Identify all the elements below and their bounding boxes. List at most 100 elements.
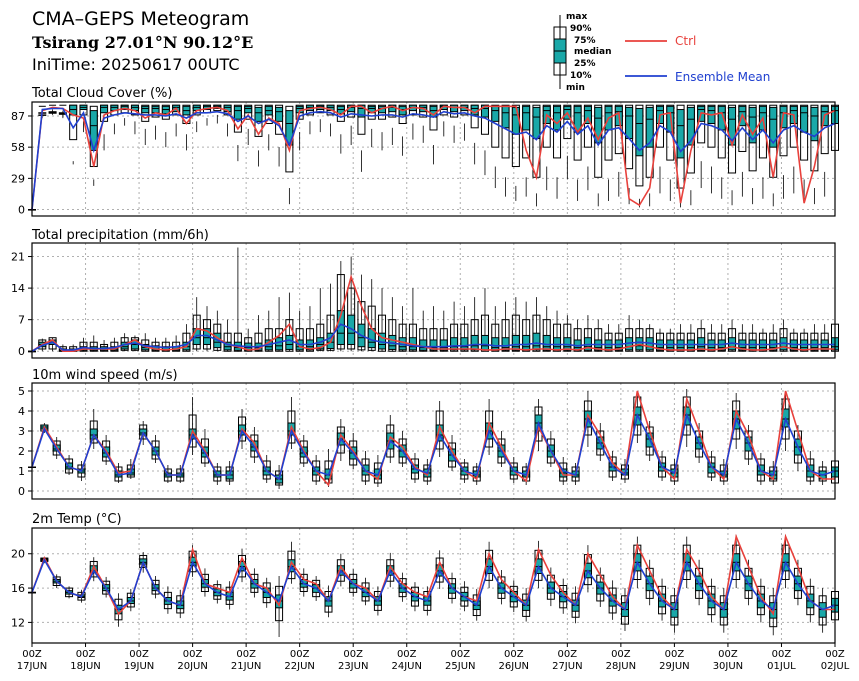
ensemble-box: [818, 588, 827, 633]
box-inner: [480, 104, 489, 118]
ensemble-box: [388, 104, 397, 146]
box-outer: [501, 319, 510, 352]
ensemble-box: [511, 297, 520, 352]
ensemble-box: [645, 104, 654, 207]
box-inner: [254, 106, 263, 122]
box-inner: [275, 106, 284, 122]
x-tick-date-label: 21JUN: [231, 661, 261, 672]
ensemble-box: [728, 104, 737, 206]
ctrl-line: [31, 274, 835, 353]
x-tick-date-label: 25JUN: [445, 661, 475, 672]
panel-1: 0 7 14 21: [11, 242, 839, 359]
ctrl-line: [31, 105, 836, 210]
ensemble-box: [553, 104, 562, 199]
ensemble-box: [141, 104, 150, 146]
box-outer: [738, 104, 747, 152]
ensemble-box: [439, 104, 448, 137]
x-tick-hour-label: 00Z: [397, 649, 417, 660]
box-inner: [285, 334, 294, 350]
ensemble-mean-line: [31, 412, 836, 481]
x-tick-hour-label: 00Z: [76, 649, 96, 660]
box-inner: [161, 346, 170, 352]
ensemble-box: [151, 104, 160, 140]
ensemble-box: [532, 104, 541, 207]
ensemble-mean-line: [31, 323, 835, 352]
ensemble-box: [645, 421, 654, 461]
ensemble-box: [748, 324, 757, 352]
ensemble-box: [316, 104, 325, 133]
box-inner: [480, 334, 489, 351]
ensemble-box: [450, 104, 459, 143]
x-tick-hour-label: 00Z: [825, 649, 845, 660]
ensemble-box: [594, 319, 603, 352]
box-outer: [666, 104, 675, 161]
x-tick-date-label: 29JUN: [659, 661, 689, 672]
box-outer: [141, 104, 150, 122]
x-tick-hour-label: 00Z: [718, 649, 738, 660]
box-outer: [480, 314, 489, 352]
ensemble-box: [65, 455, 74, 475]
x-tick-hour-label: 00Z: [558, 649, 578, 660]
ensemble-box: [408, 288, 417, 352]
box-inner: [769, 106, 778, 148]
panel-0: 0 29 58 87: [11, 101, 839, 217]
box-outer: [604, 104, 613, 161]
ensemble-box: [188, 397, 197, 455]
box-inner: [594, 106, 603, 144]
box-inner: [532, 106, 541, 140]
legend-ctrl-label: Ctrl: [675, 34, 697, 48]
box-inner: [800, 105, 809, 133]
box-inner: [141, 105, 150, 114]
location-label: Tsirang 27.01°N 90.12°E: [32, 33, 254, 52]
panel-frame: [31, 242, 836, 359]
box-outer: [511, 314, 520, 352]
box-inner: [120, 104, 129, 111]
ensemble-box: [522, 104, 531, 197]
y-tick-label: 21: [11, 251, 25, 264]
y-tick-label: 14: [11, 282, 25, 295]
ensemble-box: [748, 104, 757, 205]
legend-p25-label: 25%: [574, 59, 596, 69]
ensemble-box: [448, 435, 457, 471]
ensemble-box: [810, 324, 819, 352]
box-outer: [522, 104, 531, 159]
legend-max-label: max: [566, 12, 588, 22]
ensemble-box: [491, 306, 500, 352]
y-tick-label: 5: [18, 385, 25, 398]
legend-box-glyph: [553, 15, 567, 89]
ensemble-box: [480, 288, 489, 352]
ensemble-box: [470, 104, 479, 165]
box-outer: [789, 104, 798, 148]
ensemble-box: [686, 104, 695, 206]
ensemble-box: [295, 104, 304, 151]
ensemble-box: [470, 297, 479, 352]
box-inner: [100, 104, 109, 114]
box-inner: [450, 104, 459, 113]
box-inner: [511, 106, 520, 135]
x-tick-date-label: 19JUN: [124, 661, 154, 672]
ensemble-box: [264, 104, 273, 151]
ensemble-box: [398, 104, 407, 156]
x-tick-date-label: 27JUN: [552, 661, 582, 672]
box-inner: [645, 106, 654, 148]
ensemble-box: [262, 455, 271, 483]
box-outer: [542, 104, 551, 148]
y-tick-label: 0: [18, 485, 25, 498]
box-inner: [357, 104, 366, 118]
ensemble-box: [285, 105, 294, 205]
box-inner: [429, 339, 438, 351]
y-tick-label: 1: [18, 465, 25, 478]
ensemble-box: [450, 301, 459, 352]
ensemble-box: [491, 104, 500, 189]
x-tick-date-label: 22JUN: [284, 661, 314, 672]
ensemble-box: [357, 104, 366, 172]
ensemble-box: [254, 104, 263, 167]
x-tick-date-label: 01JUL: [767, 661, 796, 672]
ensemble-box: [635, 104, 644, 208]
ensemble-box: [573, 104, 582, 201]
init-time-label: IniTime: 20250617 00UTC: [32, 55, 240, 74]
ensemble-box: [244, 104, 253, 146]
y-tick-label: 12: [11, 616, 25, 629]
